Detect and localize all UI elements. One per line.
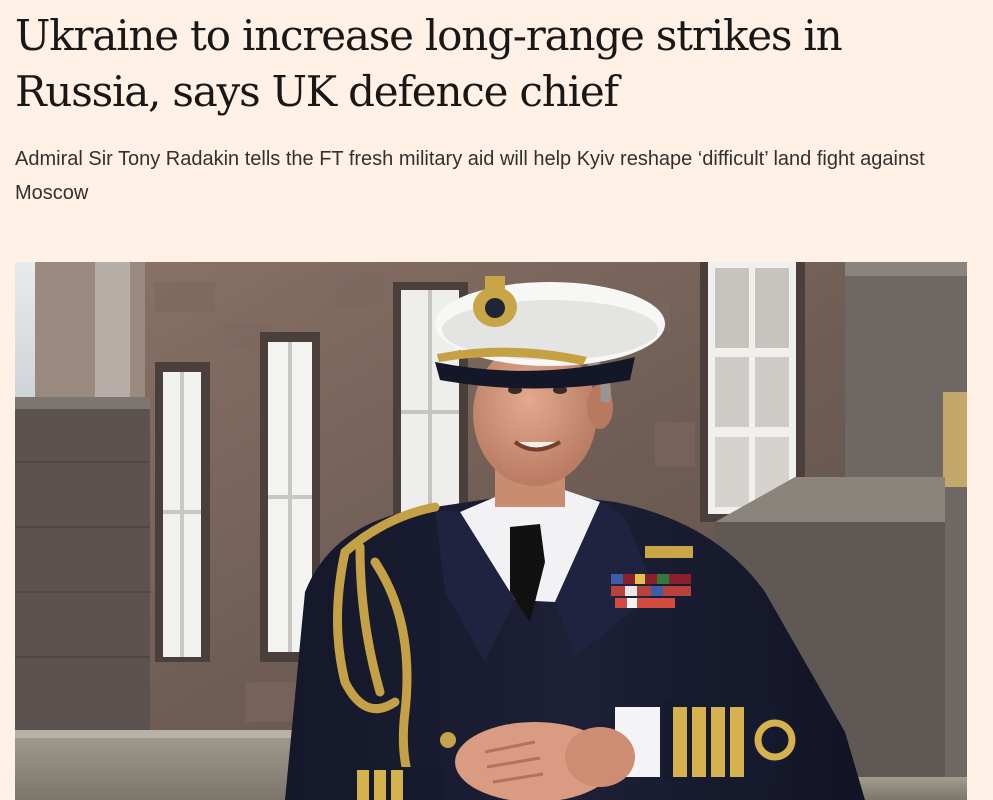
article-lead-image xyxy=(15,262,967,800)
article-standfirst: Admiral Sir Tony Radakin tells the FT fr… xyxy=(15,148,925,204)
article-headline: Ukraine to increase long-range strikes i… xyxy=(15,11,843,116)
